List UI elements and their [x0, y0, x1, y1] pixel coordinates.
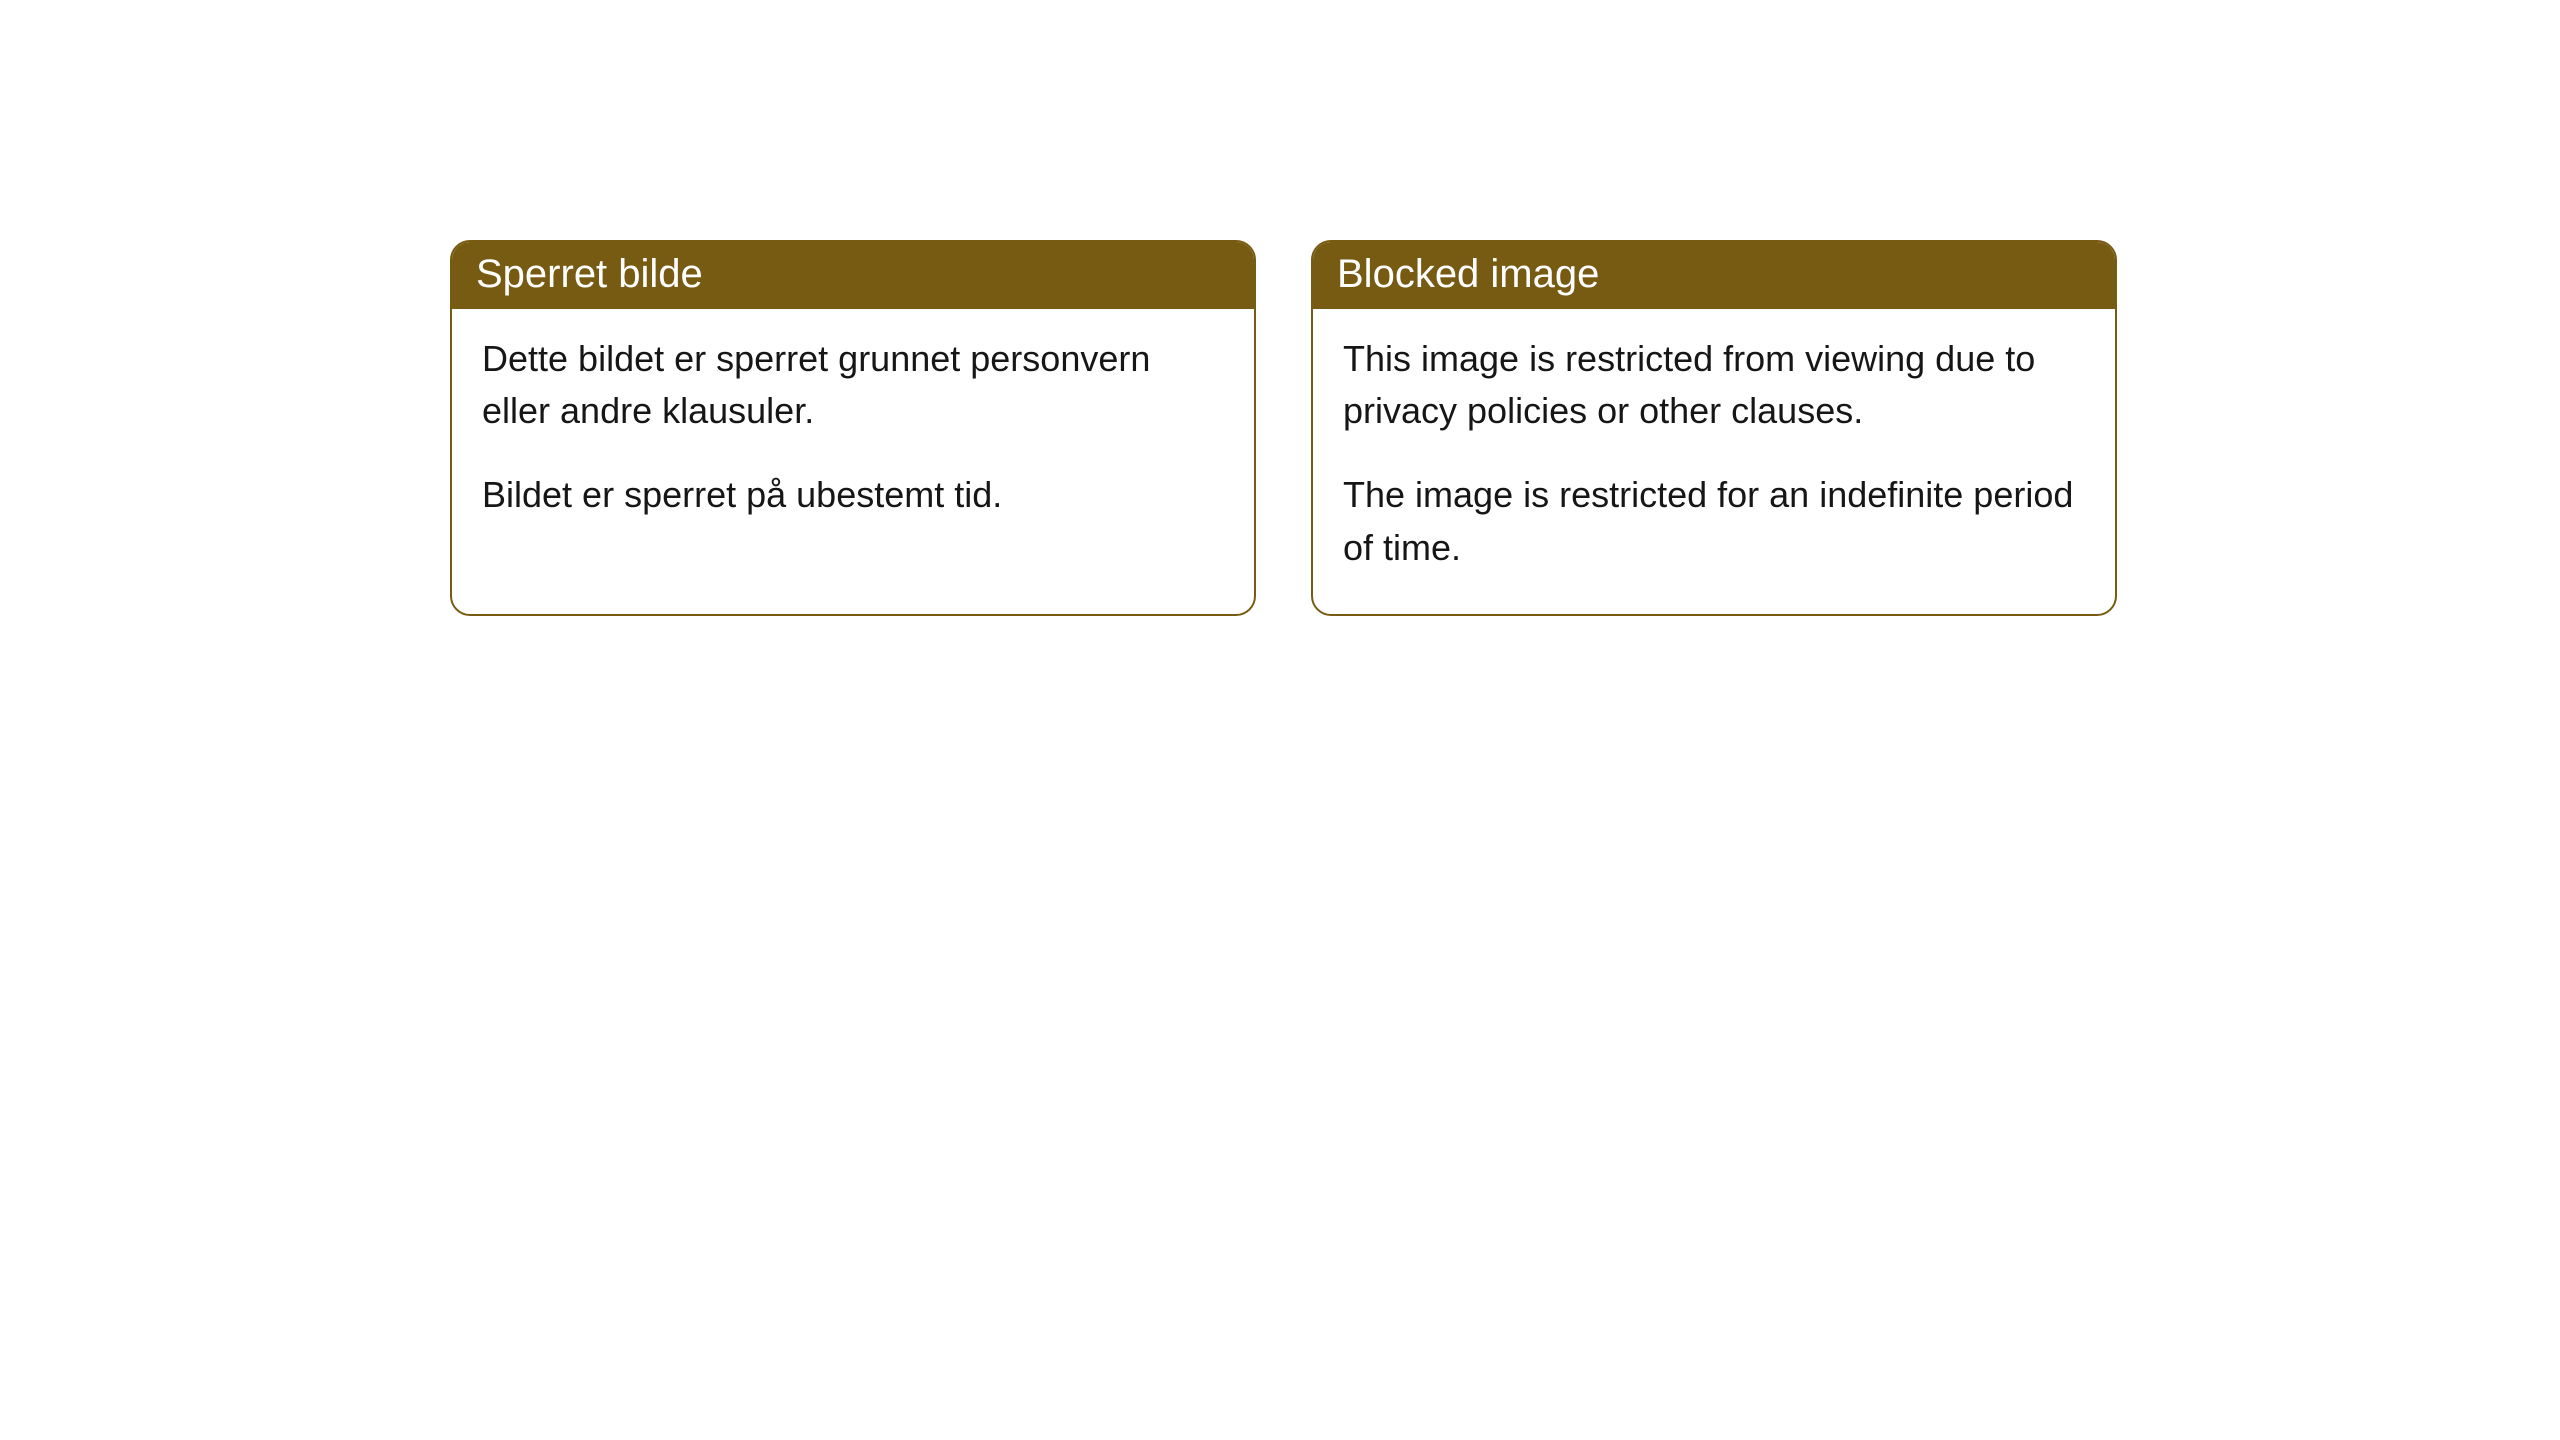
card-paragraph-no-2: Bildet er sperret på ubestemt tid. — [482, 469, 1224, 521]
card-paragraph-en-1: This image is restricted from viewing du… — [1343, 333, 2085, 437]
blocked-image-card-no: Sperret bilde Dette bildet er sperret gr… — [450, 240, 1256, 616]
notice-cards-container: Sperret bilde Dette bildet er sperret gr… — [0, 0, 2560, 616]
card-title-en: Blocked image — [1313, 242, 2115, 309]
card-body-no: Dette bildet er sperret grunnet personve… — [452, 309, 1254, 562]
blocked-image-card-en: Blocked image This image is restricted f… — [1311, 240, 2117, 616]
card-paragraph-en-2: The image is restricted for an indefinit… — [1343, 469, 2085, 573]
card-title-no: Sperret bilde — [452, 242, 1254, 309]
card-paragraph-no-1: Dette bildet er sperret grunnet personve… — [482, 333, 1224, 437]
card-body-en: This image is restricted from viewing du… — [1313, 309, 2115, 614]
